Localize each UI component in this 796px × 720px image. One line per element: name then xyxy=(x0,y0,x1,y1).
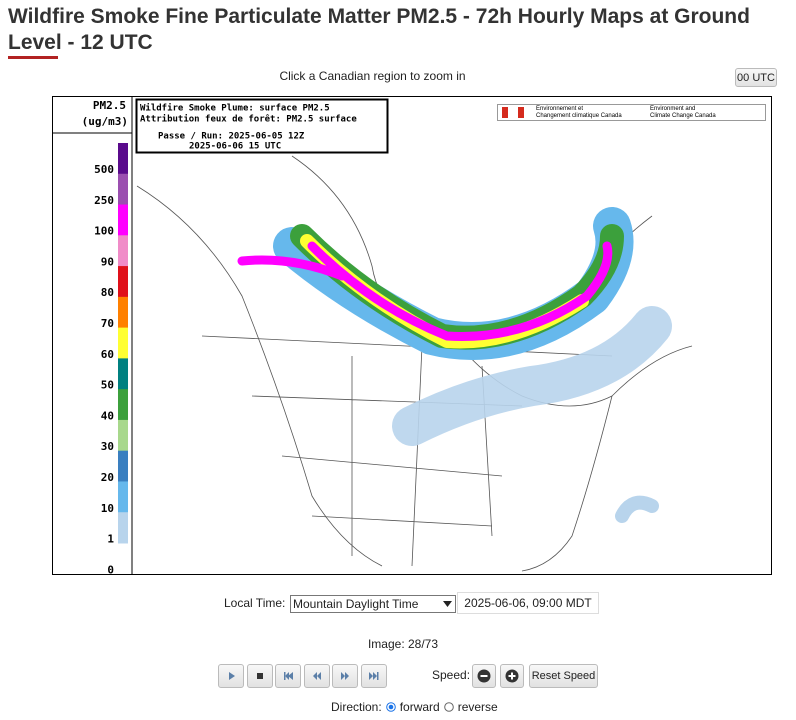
first-icon xyxy=(284,672,293,680)
legend-swatch xyxy=(118,512,128,544)
direction-row: Direction: forward reverse xyxy=(331,700,498,714)
step-back-button[interactable] xyxy=(303,664,330,688)
reverse-label: reverse xyxy=(457,700,498,714)
datetime-field: 2025-06-06, 09:00 MDT xyxy=(457,592,599,614)
info-line: 2025-06-06 15 UTC xyxy=(189,142,281,152)
legend-swatch xyxy=(118,204,128,236)
forward-label: forward xyxy=(399,700,440,714)
agency-fr: Environnement et xyxy=(536,106,583,112)
legend-label: 50 xyxy=(101,379,114,392)
legend-label: 10 xyxy=(101,502,114,515)
info-line: Passe / Run: 2025-06-05 12Z xyxy=(158,132,305,142)
legend-label: 80 xyxy=(101,286,114,299)
legend-swatch xyxy=(118,143,128,175)
legend-swatch xyxy=(118,296,128,329)
reset-speed[interactable]: Reset Speed xyxy=(529,664,598,688)
timezone-select[interactable]: Mountain Daylight Time xyxy=(290,595,456,613)
info-line: Attribution feux de forêt: PM2.5 surface xyxy=(140,114,357,125)
legend-swatch xyxy=(118,327,128,359)
legend-label: 70 xyxy=(101,317,114,330)
legend-title: PM2.5 xyxy=(93,99,126,112)
legend-unit: (ug/m3) xyxy=(82,115,128,128)
legend-label: 100 xyxy=(94,225,114,238)
play-button[interactable] xyxy=(218,664,244,688)
legend-label: 500 xyxy=(94,163,114,176)
direction-label: Direction: xyxy=(331,700,382,714)
stop-button[interactable] xyxy=(246,664,273,688)
legend-label: 60 xyxy=(101,348,114,361)
legend-swatch xyxy=(118,419,128,452)
legend-label: 90 xyxy=(101,255,114,268)
radio-reverse[interactable] xyxy=(443,702,454,712)
page-title: Wildfire Smoke Fine Particulate Matter P… xyxy=(8,5,750,54)
smoke-plume xyxy=(237,207,672,523)
title-underline xyxy=(8,56,58,59)
image-counter: Image: 28/73 xyxy=(367,637,439,651)
zoom-hint: Click a Canadian region to zoom in xyxy=(279,69,466,83)
agency-en: Climate Change Canada xyxy=(650,113,716,119)
legend-label: 20 xyxy=(101,471,114,484)
agency-en: Environment and xyxy=(650,106,695,112)
legend-label: 250 xyxy=(94,194,114,207)
legend-swatch xyxy=(118,266,128,298)
step-forward-icon xyxy=(341,672,349,680)
stop-icon xyxy=(256,673,263,679)
legend-swatch xyxy=(118,481,128,513)
map[interactable]: PM2.5(ug/m3)5002501009080706050403020101… xyxy=(52,96,772,575)
legend-label: 1 xyxy=(107,533,114,546)
agency-fr: Changement climatique Canada xyxy=(536,113,622,119)
step-back-icon xyxy=(312,672,321,680)
legend-swatch xyxy=(118,173,128,206)
timezone-value: Mountain Daylight Time xyxy=(293,597,419,611)
legend-swatch xyxy=(118,358,128,390)
first-button[interactable] xyxy=(275,664,301,688)
dropdown-arrow xyxy=(443,601,452,607)
speed-down[interactable] xyxy=(472,664,496,688)
speed-up[interactable] xyxy=(500,664,524,688)
agency-box xyxy=(497,104,766,121)
geography xyxy=(136,155,693,572)
legend-label: 40 xyxy=(101,409,114,422)
flag-center xyxy=(508,107,518,118)
info-box xyxy=(135,98,389,154)
legend-swatch xyxy=(118,450,128,482)
radio-forward[interactable] xyxy=(385,702,396,712)
legend-label: 30 xyxy=(101,440,114,453)
last-button[interactable] xyxy=(360,664,387,688)
play-icon xyxy=(229,672,235,680)
legend-swatch xyxy=(118,235,128,267)
speed-label: Speed: xyxy=(432,668,471,682)
local-time-label: Local Time: xyxy=(224,596,286,610)
utc-button[interactable]: 00 UTC xyxy=(735,68,777,87)
legend-swatch xyxy=(118,389,128,421)
step-forward-button[interactable] xyxy=(332,664,358,688)
legend-label: 0 xyxy=(107,563,114,575)
info-line: Wildfire Smoke Plume: surface PM2.5 xyxy=(140,103,330,114)
last-icon xyxy=(368,672,378,680)
